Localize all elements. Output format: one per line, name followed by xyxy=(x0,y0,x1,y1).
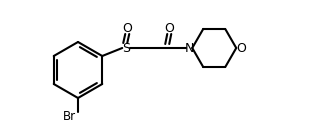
Text: O: O xyxy=(236,42,246,55)
Text: O: O xyxy=(164,22,174,34)
Text: N: N xyxy=(185,42,194,55)
Text: O: O xyxy=(122,22,132,34)
Text: S: S xyxy=(122,42,130,55)
Text: Br: Br xyxy=(62,109,75,123)
